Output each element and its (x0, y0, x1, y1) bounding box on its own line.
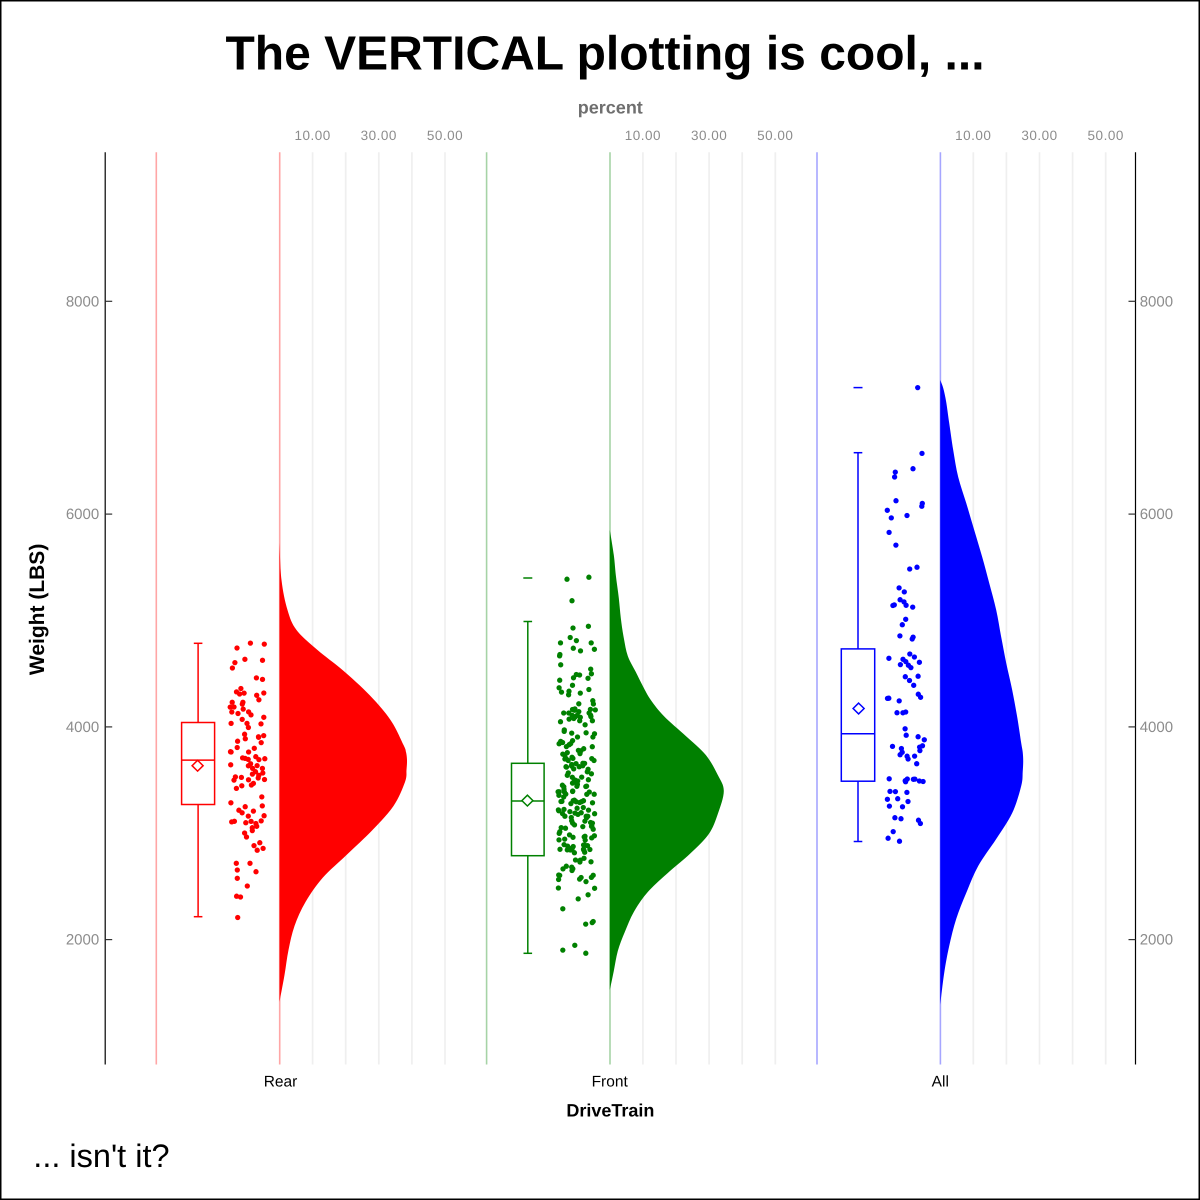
svg-text:50.00: 50.00 (427, 128, 463, 143)
svg-text:30.00: 30.00 (1021, 128, 1057, 143)
svg-text:... isn't it?: ... isn't it? (33, 1138, 169, 1174)
svg-text:10.00: 10.00 (294, 128, 330, 143)
svg-text:6000: 6000 (66, 506, 99, 523)
svg-text:30.00: 30.00 (691, 128, 727, 143)
svg-text:All: All (932, 1074, 949, 1091)
svg-text:2000: 2000 (66, 932, 99, 949)
svg-text:6000: 6000 (1140, 506, 1173, 523)
svg-text:10.00: 10.00 (955, 128, 991, 143)
svg-text:50.00: 50.00 (1088, 128, 1124, 143)
svg-text:4000: 4000 (1140, 719, 1173, 736)
svg-text:Front: Front (592, 1074, 629, 1091)
svg-text:DriveTrain: DriveTrain (566, 1101, 654, 1121)
svg-text:30.00: 30.00 (361, 128, 397, 143)
svg-text:10.00: 10.00 (625, 128, 661, 143)
svg-text:Rear: Rear (264, 1074, 298, 1091)
svg-text:percent: percent (578, 98, 643, 118)
svg-text:8000: 8000 (1140, 293, 1173, 310)
svg-text:The VERTICAL plotting is cool,: The VERTICAL plotting is cool, ... (225, 27, 984, 80)
svg-text:Weight (LBS): Weight (LBS) (26, 544, 49, 675)
svg-text:4000: 4000 (66, 719, 99, 736)
svg-text:50.00: 50.00 (757, 128, 793, 143)
svg-text:8000: 8000 (66, 293, 99, 310)
svg-text:2000: 2000 (1140, 932, 1173, 949)
